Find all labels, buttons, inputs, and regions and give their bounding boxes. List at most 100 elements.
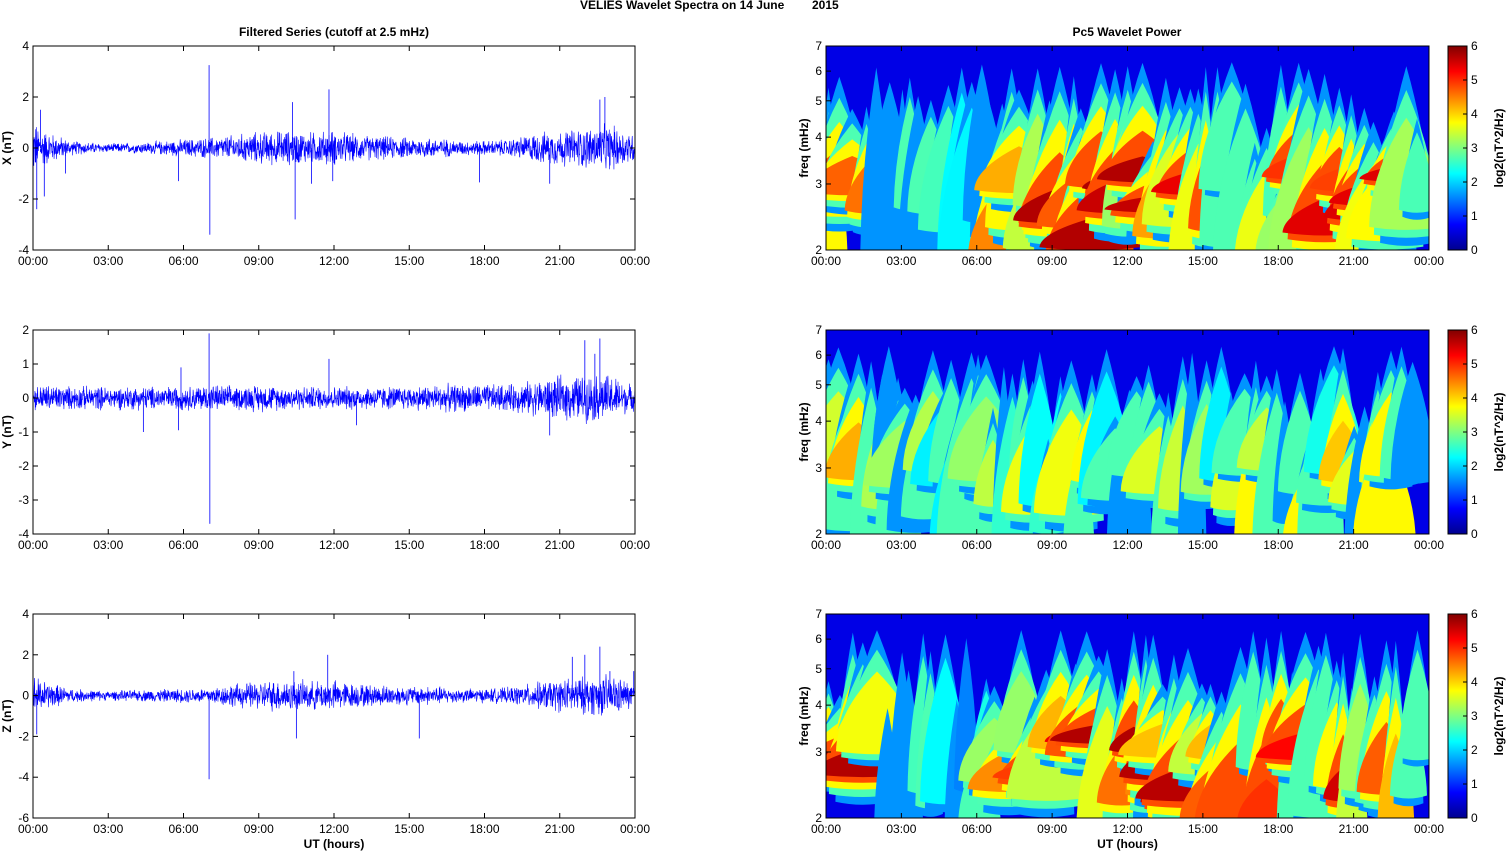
z-spectrum-colorbar-tick-label: 6 [1471, 607, 1478, 621]
y-spectrum-colorbar-tick-label: 6 [1471, 323, 1478, 337]
x-spectrum-colorbar-tick-label: 5 [1471, 73, 1478, 87]
x-series-ytick-label: 4 [22, 39, 29, 53]
z-spectrum-ytick-label: 6 [815, 632, 822, 646]
y-spectrum-xtick-label: 00:00 [1414, 538, 1444, 552]
x-series-ytick-label: -4 [18, 243, 29, 257]
x-spectrum-xtick-label: 09:00 [1037, 254, 1067, 268]
z-spectrum-xlabel: UT (hours) [1097, 837, 1158, 851]
z-spectrum-xtick-label: 00:00 [1414, 822, 1444, 836]
y-spectrum-xtick-label: 03:00 [886, 538, 916, 552]
x-spectrum-xtick-label: 03:00 [886, 254, 916, 268]
z-spectrum-colorbar-tick-label: 0 [1471, 811, 1478, 825]
y-series-line [33, 374, 635, 425]
z-spectrum-ytick-label: 7 [815, 607, 822, 621]
z-spectrum-colorbar-label: log2(nT^2/Hz) [1492, 676, 1506, 755]
right-column-title: Pc5 Wavelet Power [1073, 25, 1182, 39]
y-series-xtick-label: 06:00 [168, 538, 198, 552]
x-spectrum-power-blob [1398, 132, 1429, 213]
y-spectrum-xtick-label: 21:00 [1339, 538, 1369, 552]
z-spectrum-ytick-label: 4 [815, 698, 822, 712]
x-series-line [33, 123, 635, 170]
z-series-xtick-label: 15:00 [394, 822, 424, 836]
figure-suptitle: VELIES Wavelet Spectra on 14 June [580, 0, 785, 12]
z-series-ytick-label: 0 [22, 689, 29, 703]
x-series-xtick-label: 18:00 [469, 254, 499, 268]
x-spectrum-ytick-label: 3 [815, 177, 822, 191]
z-series-xlabel: UT (hours) [304, 837, 365, 851]
x-spectrum-ytick-label: 6 [815, 64, 822, 78]
y-spectrum-ytick-label: 6 [815, 348, 822, 362]
z-spectrum-ytick-label: 5 [815, 662, 822, 676]
x-spectrum-ylabel: freq (mHz) [797, 118, 811, 177]
z-spectrum-colorbar-tick-label: 3 [1471, 709, 1478, 723]
z-spectrum-ytick-label: 3 [815, 745, 822, 759]
y-spectrum-xtick-label: 15:00 [1188, 538, 1218, 552]
y-spectrum-ytick-label: 2 [815, 527, 822, 541]
y-series-ytick-label: -2 [18, 459, 29, 473]
y-spectrum-ytick-label: 5 [815, 378, 822, 392]
x-spectrum-xtick-label: 12:00 [1112, 254, 1142, 268]
z-series-xtick-label: 00:00 [18, 822, 48, 836]
z-spectrum-xtick-label: 18:00 [1263, 822, 1293, 836]
x-series-xtick-label: 09:00 [244, 254, 274, 268]
z-series-xtick-label: 18:00 [469, 822, 499, 836]
x-spectrum-xtick-label: 21:00 [1339, 254, 1369, 268]
z-spectrum-ylabel: freq (mHz) [797, 686, 811, 745]
x-series-xtick-label: 21:00 [545, 254, 575, 268]
y-spectrum-ytick-label: 4 [815, 414, 822, 428]
x-spectrum-colorbar-tick-label: 0 [1471, 243, 1478, 257]
figure-suptitle-year: 2015 [812, 0, 839, 12]
y-series-ytick-label: -1 [18, 425, 29, 439]
z-spectrum-xtick-label: 09:00 [1037, 822, 1067, 836]
z-series-xtick-label: 12:00 [319, 822, 349, 836]
y-spectrum-colorbar-tick-label: 5 [1471, 357, 1478, 371]
y-spectrum-colorbar-tick-label: 3 [1471, 425, 1478, 439]
z-series-xtick-label: 21:00 [545, 822, 575, 836]
x-spectrum-colorbar-tick-label: 2 [1471, 175, 1478, 189]
z-series-ytick-label: -6 [18, 811, 29, 825]
y-spectrum-colorbar-label: log2(nT^2/Hz) [1492, 392, 1506, 471]
y-spectrum-ytick-label: 7 [815, 323, 822, 337]
y-spectrum-xtick-label: 09:00 [1037, 538, 1067, 552]
x-series-xtick-label: 06:00 [168, 254, 198, 268]
y-series-xtick-label: 15:00 [394, 538, 424, 552]
z-spectrum-colorbar-tick-label: 1 [1471, 777, 1478, 791]
x-spectrum-xtick-label: 00:00 [1414, 254, 1444, 268]
x-spectrum-xtick-label: 06:00 [962, 254, 992, 268]
x-spectrum-xtick-label: 15:00 [1188, 254, 1218, 268]
z-series-ytick-label: -2 [18, 729, 29, 743]
x-series-xtick-label: 03:00 [93, 254, 123, 268]
y-spectrum-colorbar-tick-label: 4 [1471, 391, 1478, 405]
z-series-ytick-label: 2 [22, 648, 29, 662]
x-series-ytick-label: 0 [22, 141, 29, 155]
z-spectrum-heatmap [826, 614, 1429, 818]
y-series-xtick-label: 00:00 [18, 538, 48, 552]
z-series-xtick-label: 09:00 [244, 822, 274, 836]
x-spectrum-heatmap [826, 46, 1429, 250]
z-spectrum-xtick-label: 21:00 [1339, 822, 1369, 836]
x-spectrum-colorbar-tick-label: 3 [1471, 141, 1478, 155]
y-series-xtick-label: 00:00 [620, 538, 650, 552]
y-series-ytick-label: -3 [18, 493, 29, 507]
y-spectrum-heatmap [826, 330, 1429, 534]
y-spectrum-xtick-label: 00:00 [811, 538, 841, 552]
y-spectrum-power-blob [1390, 361, 1429, 484]
y-spectrum-xtick-label: 18:00 [1263, 538, 1293, 552]
y-spectrum-colorbar-tick-label: 0 [1471, 527, 1478, 541]
y-series-xtick-label: 18:00 [469, 538, 499, 552]
x-spectrum-ytick-label: 5 [815, 94, 822, 108]
z-spectrum-xtick-label: 06:00 [962, 822, 992, 836]
x-series-ylabel: X (nT) [0, 131, 14, 165]
z-series-ylabel: Z (nT) [0, 699, 14, 732]
x-spectrum-colorbar-tick-label: 4 [1471, 107, 1478, 121]
x-spectrum-colorbar-tick-label: 1 [1471, 209, 1478, 223]
y-spectrum-ylabel: freq (mHz) [797, 402, 811, 461]
x-spectrum-colorbar-label: log2(nT^2/Hz) [1492, 108, 1506, 187]
z-spectrum-power-blob [1399, 649, 1429, 761]
x-spectrum-ytick-label: 2 [815, 243, 822, 257]
x-series-ytick-label: 2 [22, 90, 29, 104]
y-series-ytick-label: -4 [18, 527, 29, 541]
z-spectrum-xtick-label: 00:00 [811, 822, 841, 836]
x-spectrum-xtick-label: 00:00 [811, 254, 841, 268]
